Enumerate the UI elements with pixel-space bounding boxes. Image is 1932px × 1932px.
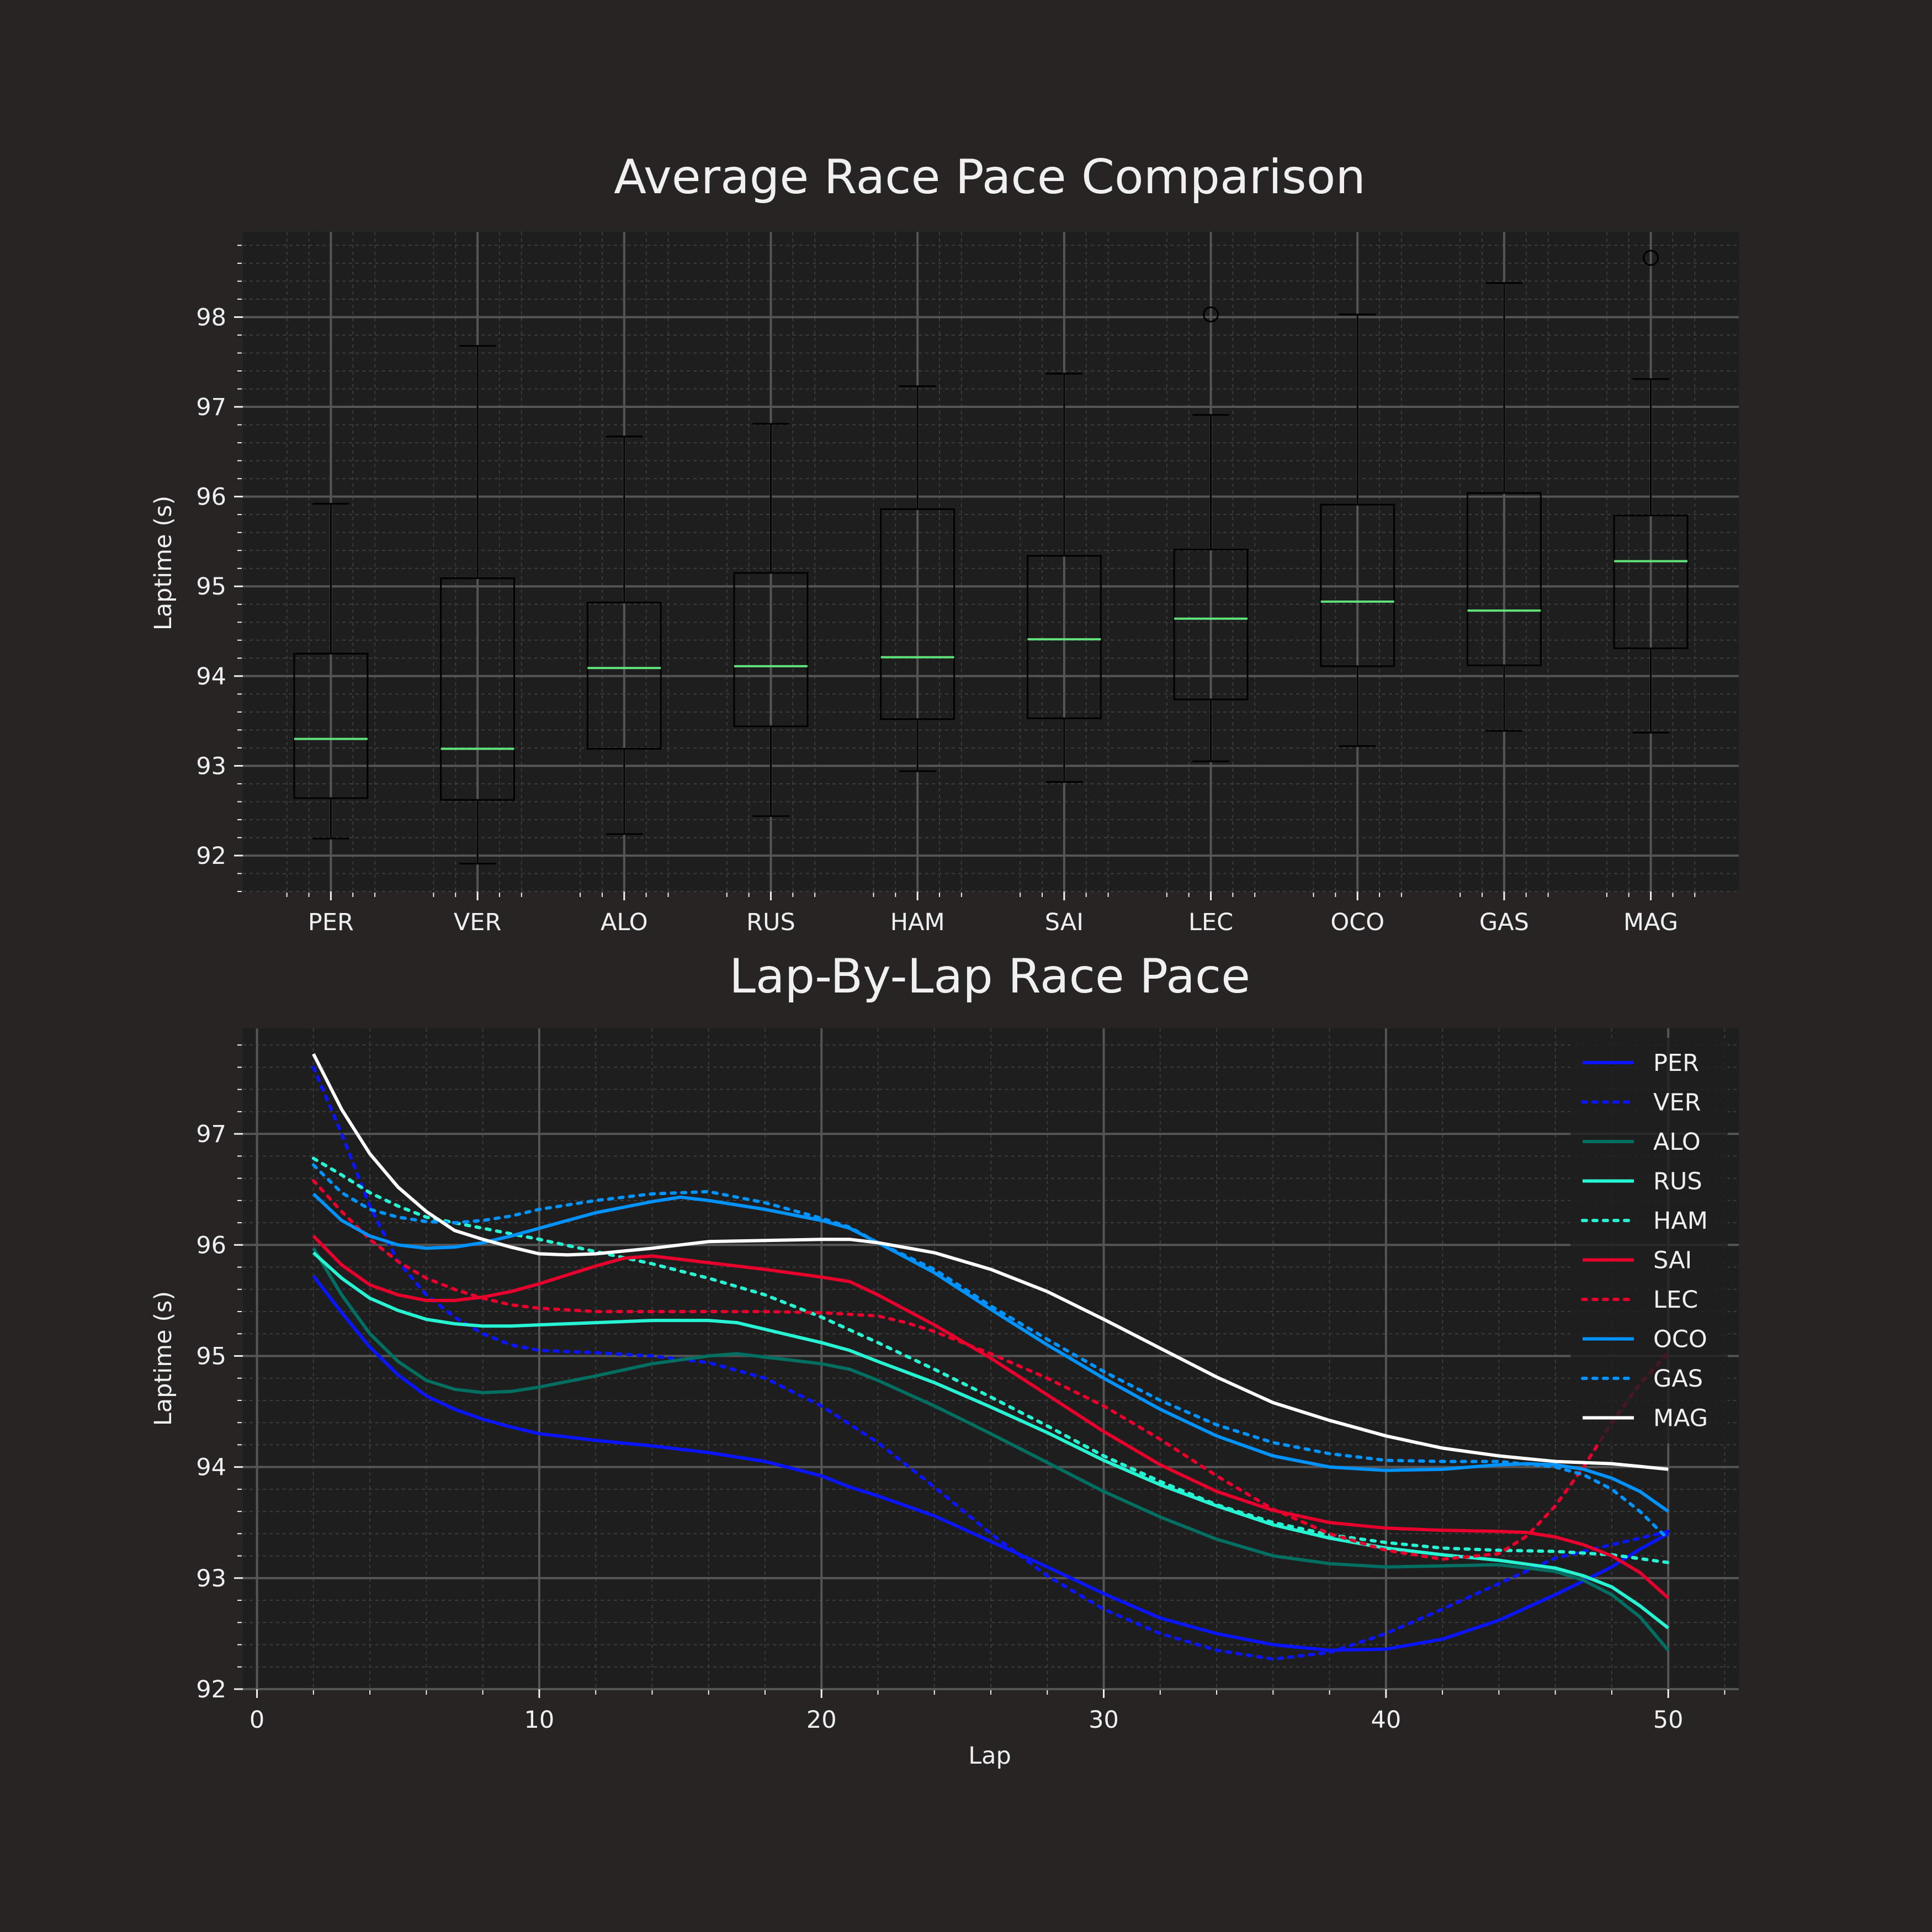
box-alo: [586, 436, 662, 835]
box-x-tick-label: VER: [454, 909, 501, 936]
line-chart: Lap-By-Lap Race Pace 92 93 94 95 96 97 0 10 20 3…: [150, 949, 1739, 1770]
legend-label-per: PER: [1653, 1049, 1699, 1077]
box-x-tick-label: PER: [308, 909, 354, 936]
box-chart-boxes: [293, 250, 1689, 865]
line-y-tick-label: 92: [196, 1676, 226, 1703]
line-y-tick-label: 93: [196, 1565, 226, 1593]
box-iqr: [1173, 549, 1249, 700]
series-line-alo: [312, 1247, 1670, 1652]
legend-label-lec: LEC: [1653, 1286, 1698, 1314]
line-x-tick-label: 40: [1371, 1706, 1401, 1734]
box-y-tick-label: 93: [196, 752, 226, 780]
box-gas: [1466, 282, 1542, 732]
box-x-tick-label: HAM: [890, 909, 945, 936]
box-chart-title: Average Race Pace Comparison: [614, 150, 1366, 205]
line-chart-legend: PER VER ALO RUS HAM SAI LEC OCO GAS MAG: [1570, 1038, 1728, 1443]
line-y-tick-label: 96: [196, 1232, 226, 1259]
box-iqr: [733, 572, 809, 728]
series-line-rus: [312, 1251, 1670, 1630]
box-chart-plot-area: [243, 232, 1739, 891]
box-x-tick-label: MAG: [1623, 909, 1678, 936]
legend-label-gas: GAS: [1653, 1365, 1703, 1393]
line-x-tick-label: 10: [524, 1706, 555, 1734]
line-y-tick-label: 94: [196, 1454, 226, 1482]
box-ver: [440, 344, 516, 865]
box-iqr: [440, 577, 516, 801]
legend-box: [1570, 1038, 1728, 1443]
box-ham: [880, 385, 956, 772]
legend-label-oco: OCO: [1653, 1326, 1707, 1354]
legend-label-rus: RUS: [1653, 1168, 1702, 1196]
line-x-tick-label: 0: [250, 1706, 264, 1734]
legend-label-sai: SAI: [1653, 1247, 1692, 1275]
box-x-tick-label: GAS: [1479, 909, 1529, 936]
box-y-tick-label: 98: [196, 304, 226, 331]
line-y-tick-label: 97: [196, 1121, 226, 1148]
box-y-tick-label: 96: [196, 484, 226, 511]
series-line-ham: [311, 1156, 1670, 1564]
line-x-tick-label: 20: [806, 1706, 837, 1734]
box-outlier: [1203, 306, 1219, 323]
box-y-tick-label: 97: [196, 394, 226, 421]
box-iqr: [293, 652, 369, 799]
series-line-per: [312, 1275, 1669, 1652]
box-oco: [1320, 314, 1395, 747]
series-line-sai: [312, 1235, 1670, 1600]
box-lec: [1173, 306, 1249, 762]
series-line-ver: [311, 1065, 1670, 1661]
box-mag: [1613, 250, 1689, 734]
series-line-mag: [312, 1053, 1669, 1471]
line-chart-x-axis: 0 10 20 30 40 50: [250, 1689, 1726, 1734]
box-outlier: [1643, 250, 1659, 266]
box-iqr: [1026, 555, 1102, 719]
box-y-tick-label: 95: [196, 573, 226, 601]
box-iqr: [1466, 492, 1542, 666]
legend-label-ham: HAM: [1653, 1207, 1708, 1235]
box-y-tick-label: 92: [196, 842, 226, 870]
line-chart-y-axis: 92 93 94 95 96 97: [196, 1044, 243, 1703]
series-line-gas: [311, 1163, 1670, 1541]
line-chart-title: Lap-By-Lap Race Pace: [729, 949, 1250, 1004]
line-x-tick-label: 50: [1653, 1706, 1684, 1734]
box-iqr: [1320, 503, 1395, 667]
box-y-tick-label: 94: [196, 663, 226, 691]
box-iqr: [880, 508, 956, 720]
line-x-tick-label: 30: [1089, 1706, 1119, 1734]
box-x-tick-label: SAI: [1045, 909, 1084, 936]
box-chart-y-label: Laptime (s): [150, 496, 177, 630]
box-x-tick-label: ALO: [601, 909, 648, 936]
box-rus: [733, 423, 809, 817]
box-x-tick-label: OCO: [1330, 909, 1384, 936]
line-y-tick-label: 95: [196, 1342, 226, 1370]
series-line-oco: [312, 1192, 1669, 1513]
series-line-lec: [311, 1179, 1670, 1561]
line-chart-x-label: Lap: [968, 1742, 1011, 1770]
box-sai: [1026, 373, 1102, 783]
box-iqr: [586, 601, 662, 750]
line-chart-y-label: Laptime (s): [150, 1291, 177, 1426]
line-chart-grid: [243, 1028, 1739, 1690]
line-chart-series: [311, 1053, 1670, 1661]
box-per: [293, 503, 369, 840]
box-chart-y-axis: 92 93 94 95 96 97 98: [196, 245, 243, 892]
box-chart-x-axis: PER VER ALO RUS HAM SAI LEC OCO GAS MAG: [286, 891, 1696, 936]
legend-label-alo: ALO: [1653, 1128, 1701, 1156]
box-x-tick-label: LEC: [1188, 909, 1233, 936]
legend-label-ver: VER: [1653, 1089, 1701, 1117]
legend-label-mag: MAG: [1653, 1405, 1708, 1432]
box-plot-chart: Average Race Pace Comparison 92939495969…: [150, 150, 1739, 936]
box-x-tick-label: RUS: [746, 909, 795, 936]
box-iqr: [1613, 514, 1689, 649]
